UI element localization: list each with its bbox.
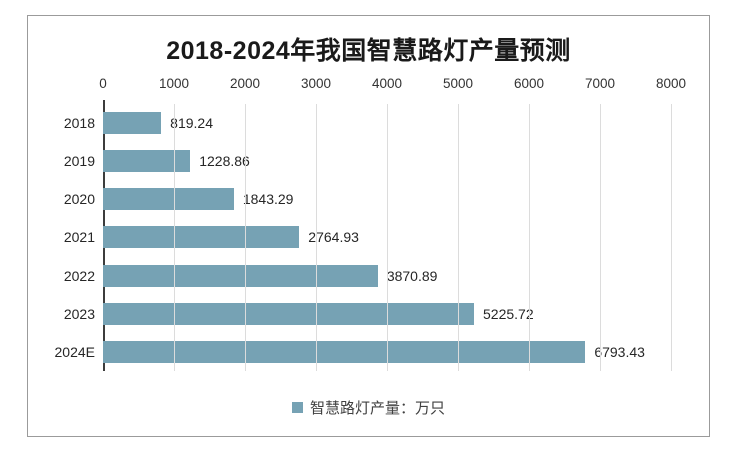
gridline: [458, 104, 459, 371]
legend-label: 智慧路灯产量：万只: [309, 400, 445, 417]
category-label: 2021: [63, 229, 95, 246]
value-label: 2764.93: [308, 229, 359, 246]
bar: [103, 264, 378, 287]
category-label: 2018: [63, 115, 95, 132]
category-label: 2020: [63, 191, 95, 208]
value-label: 5225.72: [483, 305, 534, 322]
chart-title: 2018-2024年我国智慧路灯产量预测: [166, 37, 571, 65]
bar-row: 5225.72: [103, 295, 671, 333]
gridline: [245, 104, 246, 371]
category-label: 2024E: [54, 343, 95, 360]
bar: [103, 340, 586, 363]
value-label: 1843.29: [242, 191, 294, 208]
category-label: 2019: [63, 153, 95, 170]
bar: [103, 112, 162, 135]
x-tick-label: 5000: [442, 76, 474, 91]
gridline: [387, 104, 388, 371]
legend: 智慧路灯产量：万只: [28, 397, 709, 418]
value-label: 1228.86: [199, 153, 250, 170]
bar: [103, 188, 234, 211]
chart-container: 2018-2024年我国智慧路灯产量预测 0 1000 2000 3000 4000 50…: [27, 15, 710, 437]
value-label: 3870.89: [386, 267, 438, 284]
category-axis-labels: 2018 2019 2020 2021 2022 2023 2024E: [42, 104, 95, 371]
plot-area: 819.24 1228.86 1843.29 2764.93 3870.89 5225.7…: [103, 100, 672, 371]
bar-row: 1843.29: [103, 180, 671, 218]
gridline: [529, 104, 530, 371]
x-tick-label: 6000: [513, 76, 545, 91]
x-axis-tick-labels: 0 1000 2000 3000 4000 5000 6000 7000 8000: [99, 76, 686, 94]
bar: [103, 150, 191, 173]
value-label: 819.24: [170, 115, 213, 132]
bar-row: 819.24: [103, 104, 671, 142]
gridline: [174, 104, 175, 371]
gridline: [671, 104, 672, 371]
x-tick-label: 4000: [371, 76, 403, 91]
gridline: [316, 104, 317, 371]
x-tick-label: 2000: [229, 76, 261, 91]
x-tick-label: 8000: [655, 76, 687, 91]
x-tick-label: 7000: [584, 76, 616, 91]
category-label: 2023: [63, 305, 95, 322]
x-tick-label: 1000: [158, 76, 190, 91]
gridline: [600, 104, 601, 371]
bar: [103, 226, 300, 249]
bar-row: 2764.93: [103, 218, 671, 256]
category-label: 2022: [63, 267, 95, 284]
bar-row: 6793.43: [103, 333, 671, 371]
bar-row: 1228.86: [103, 142, 671, 180]
legend-marker-icon: [291, 402, 303, 413]
value-label: 6793.43: [594, 343, 645, 360]
bar-rows: 819.24 1228.86 1843.29 2764.93 3870.89 5225.7…: [103, 104, 671, 371]
bar: [103, 302, 475, 325]
x-tick-label: 3000: [300, 76, 332, 91]
bar-row: 3870.89: [103, 257, 671, 295]
x-tick-label: 0: [99, 76, 107, 91]
